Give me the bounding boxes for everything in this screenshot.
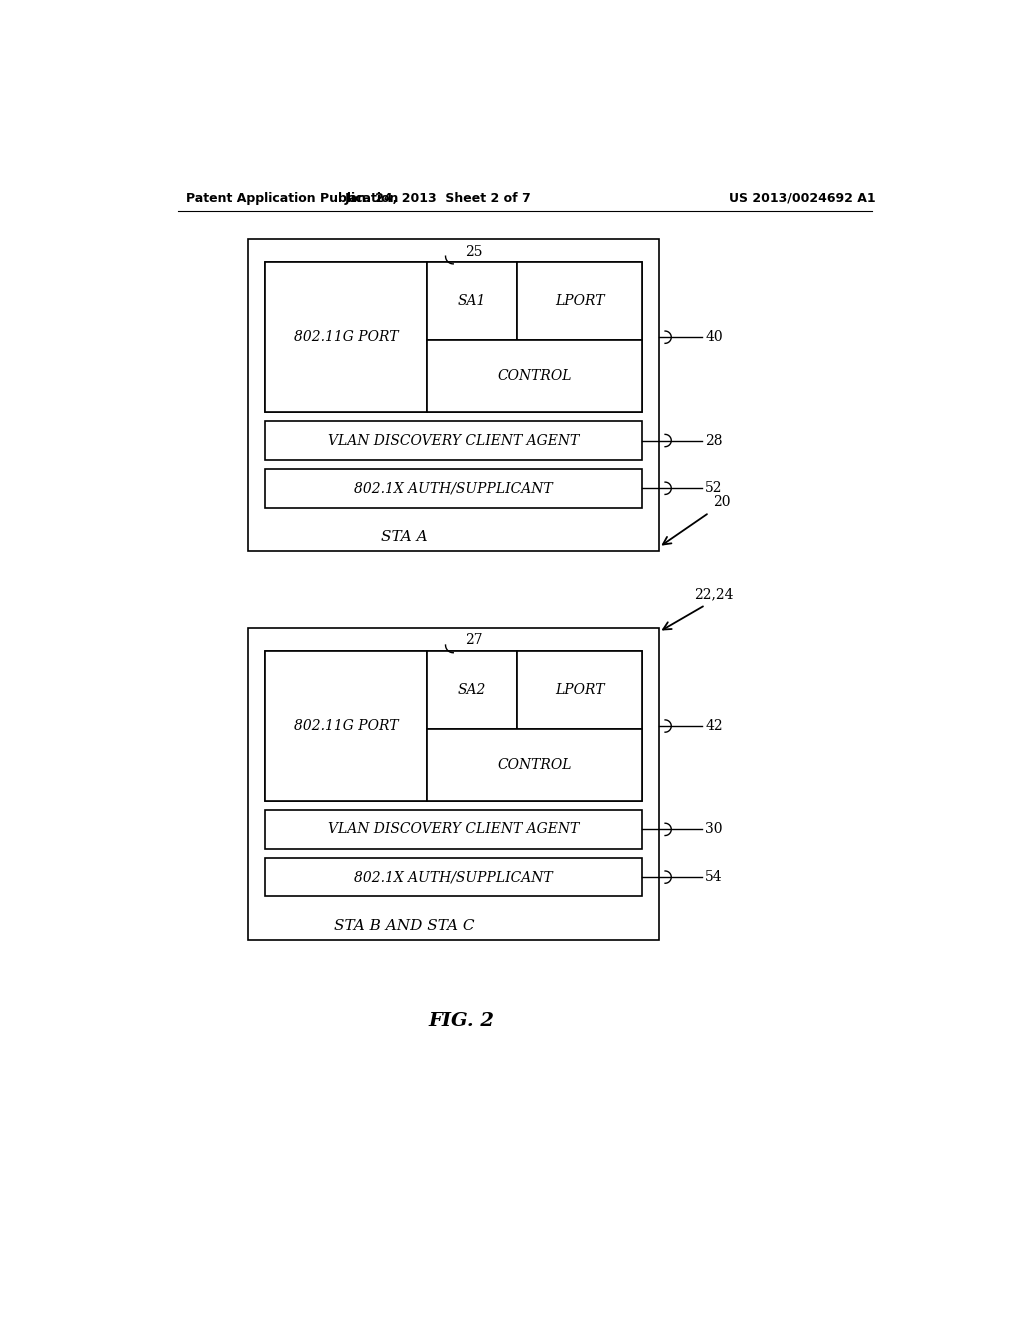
Bar — [265, 651, 642, 801]
Text: 27: 27 — [465, 634, 482, 647]
Bar — [265, 858, 642, 896]
Text: Patent Application Publication: Patent Application Publication — [186, 191, 398, 205]
Text: SA2: SA2 — [458, 684, 486, 697]
Bar — [427, 651, 517, 729]
Text: 28: 28 — [706, 433, 723, 447]
Bar — [248, 239, 658, 552]
Text: CONTROL: CONTROL — [498, 758, 571, 772]
Bar — [517, 651, 642, 729]
Text: 52: 52 — [706, 482, 723, 495]
Text: 802.11G PORT: 802.11G PORT — [294, 719, 398, 733]
Text: STA B AND STA C: STA B AND STA C — [334, 919, 474, 933]
Text: FIG. 2: FIG. 2 — [428, 1012, 495, 1030]
Text: LPORT: LPORT — [555, 684, 604, 697]
Bar — [427, 263, 517, 341]
Text: 802.1X AUTH/SUPPLICANT: 802.1X AUTH/SUPPLICANT — [354, 870, 553, 884]
Text: 22,24: 22,24 — [693, 587, 733, 601]
Bar — [427, 341, 642, 412]
Text: Jan. 24, 2013  Sheet 2 of 7: Jan. 24, 2013 Sheet 2 of 7 — [345, 191, 531, 205]
Text: 40: 40 — [706, 330, 723, 345]
Text: 25: 25 — [465, 244, 482, 259]
Text: VLAN DISCOVERY CLIENT AGENT: VLAN DISCOVERY CLIENT AGENT — [328, 433, 580, 447]
Bar — [265, 469, 642, 507]
Text: STA A: STA A — [381, 531, 428, 544]
Bar — [265, 421, 642, 459]
Bar — [265, 263, 427, 412]
Text: 54: 54 — [706, 870, 723, 884]
Bar — [427, 729, 642, 801]
Text: 42: 42 — [706, 719, 723, 733]
Text: 30: 30 — [706, 822, 723, 837]
Text: CONTROL: CONTROL — [498, 370, 571, 383]
Text: LPORT: LPORT — [555, 294, 604, 309]
Text: 802.1X AUTH/SUPPLICANT: 802.1X AUTH/SUPPLICANT — [354, 482, 553, 495]
Text: 802.11G PORT: 802.11G PORT — [294, 330, 398, 345]
Text: SA1: SA1 — [458, 294, 486, 309]
Bar — [517, 263, 642, 341]
Bar — [265, 810, 642, 849]
Text: VLAN DISCOVERY CLIENT AGENT: VLAN DISCOVERY CLIENT AGENT — [328, 822, 580, 837]
Bar — [265, 651, 427, 801]
Bar — [248, 628, 658, 940]
Text: US 2013/0024692 A1: US 2013/0024692 A1 — [729, 191, 876, 205]
Bar — [265, 263, 642, 412]
Text: 20: 20 — [713, 495, 731, 508]
